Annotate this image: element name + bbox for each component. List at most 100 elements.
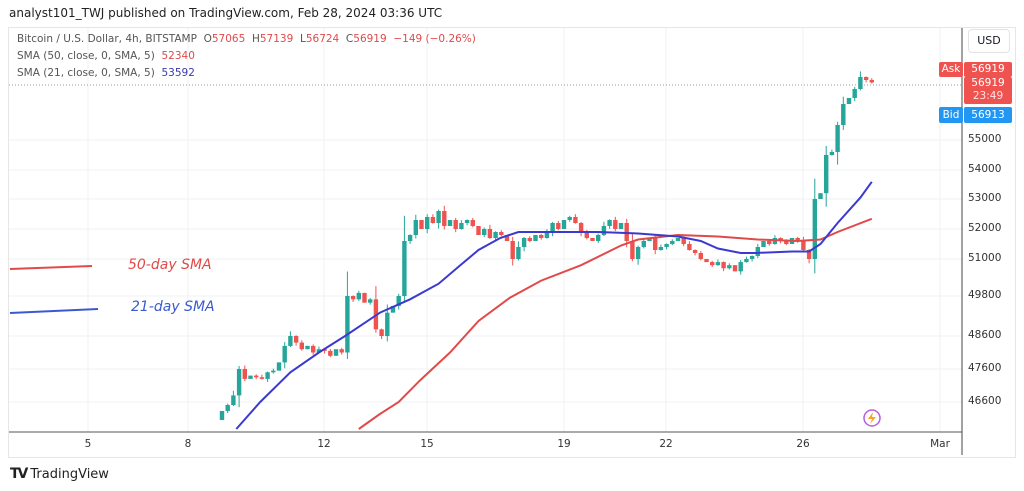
candle-body: [727, 265, 732, 269]
candle-body: [225, 405, 230, 411]
candle: [607, 219, 612, 229]
candle-body: [658, 247, 664, 250]
candle: [373, 286, 379, 333]
chart-pane[interactable]: [8, 27, 1016, 458]
sma50-label: SMA (50, close, 0, SMA, 5): [17, 50, 155, 62]
candle: [339, 347, 344, 355]
price-tick: 52000: [968, 222, 1002, 234]
candle: [459, 220, 464, 230]
candle-body: [584, 232, 589, 238]
candle-body: [413, 220, 418, 235]
candle-body: [293, 336, 299, 343]
candle-body: [499, 232, 504, 235]
bid-label: Bid: [939, 107, 963, 123]
ohlc-legend: Bitcoin / U.S. Dollar, 4h, BITSTAMP O570…: [17, 33, 476, 45]
candle: [242, 365, 247, 382]
time-tick: 19: [557, 438, 571, 450]
candle: [692, 249, 698, 256]
lightning-icon[interactable]: [863, 409, 881, 427]
sma21-legend[interactable]: SMA (21, close, 0, SMA, 5) 53592: [17, 67, 195, 79]
candle-body: [858, 77, 863, 89]
candle-body: [818, 193, 823, 199]
candle-body: [345, 296, 350, 353]
sma21-annotation-line: [9, 308, 99, 314]
candle-body: [829, 152, 835, 155]
candle-body: [231, 395, 236, 405]
candle-body: [692, 250, 698, 253]
candle-body: [356, 292, 361, 300]
candle-body: [265, 372, 270, 379]
time-tick: Mar: [930, 438, 950, 450]
candle: [442, 205, 447, 230]
candle: [476, 226, 481, 235]
candle-body: [282, 345, 287, 363]
sma50-legend[interactable]: SMA (50, close, 0, SMA, 5) 52340: [17, 50, 195, 62]
candle-body: [504, 235, 510, 241]
candle: [407, 234, 413, 244]
currency-button[interactable]: USD: [968, 29, 1010, 53]
candle-body: [362, 292, 367, 303]
candle: [521, 236, 527, 252]
candle: [276, 362, 282, 371]
candle-body: [379, 329, 384, 336]
candle-body: [487, 229, 493, 238]
candle: [704, 259, 709, 263]
candle: [447, 220, 453, 226]
candle: [556, 220, 561, 231]
time-tick: 15: [420, 438, 434, 450]
candle: [419, 220, 424, 229]
candle-body: [276, 362, 282, 371]
candle: [755, 243, 760, 259]
candle: [841, 96, 846, 130]
candle-body: [447, 220, 453, 226]
candle-body: [573, 217, 578, 223]
candle-body: [390, 306, 396, 313]
candle: [533, 235, 538, 241]
sma21-value: 53592: [161, 67, 195, 79]
price-tick: 49800: [968, 289, 1002, 301]
candle-body: [219, 411, 225, 420]
candle-body: [647, 238, 652, 241]
candle-body: [510, 241, 515, 259]
candle: [630, 232, 635, 262]
candle-body: [635, 247, 641, 259]
candle-body: [721, 262, 726, 269]
candle: [869, 78, 874, 84]
last-price: 56919: [971, 77, 1005, 89]
candle-body: [482, 229, 487, 235]
candle: [675, 238, 681, 241]
candle-body: [316, 349, 322, 353]
low-label: L: [299, 33, 306, 45]
candle: [670, 239, 675, 246]
sma50-annotation: 50-day SMA: [128, 257, 212, 273]
candle-body: [715, 262, 721, 266]
price-tick: 54000: [968, 163, 1002, 175]
candle-body: [732, 265, 738, 272]
candle-body: [590, 238, 595, 241]
candle: [658, 244, 664, 251]
price-tick: 47600: [968, 362, 1002, 374]
candle-body: [841, 104, 846, 125]
candle: [715, 259, 721, 266]
candles: [219, 71, 874, 420]
candle: [219, 411, 225, 420]
candle: [328, 348, 333, 358]
candle: [493, 231, 498, 241]
candle-body: [749, 256, 755, 259]
candle-body: [738, 262, 743, 272]
candle-body: [710, 262, 715, 266]
candle-body: [744, 259, 749, 263]
candle: [356, 290, 361, 301]
candle: [732, 265, 738, 272]
price-tick: 53000: [968, 192, 1002, 204]
candle: [863, 76, 869, 83]
tradingview-logo[interactable]: TV TradingView: [10, 466, 109, 482]
candle: [635, 245, 641, 265]
candle-body: [402, 241, 407, 296]
candle: [402, 215, 407, 303]
candle-body: [385, 312, 390, 336]
candle: [362, 292, 367, 303]
candle: [430, 214, 436, 224]
candle-body: [824, 155, 829, 194]
